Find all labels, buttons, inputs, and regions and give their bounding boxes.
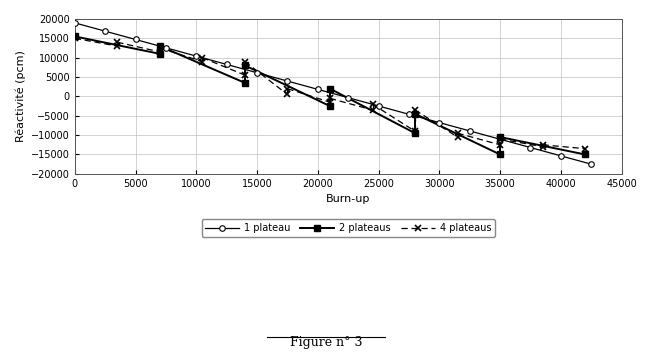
Text: Figure n° 3: Figure n° 3 — [289, 336, 363, 349]
Y-axis label: Réactivité (pcm): Réactivité (pcm) — [15, 50, 25, 142]
Legend: 1 plateau, 2 plateaus, 4 plateaus: 1 plateau, 2 plateaus, 4 plateaus — [201, 219, 495, 237]
X-axis label: Burn-up: Burn-up — [326, 194, 370, 204]
